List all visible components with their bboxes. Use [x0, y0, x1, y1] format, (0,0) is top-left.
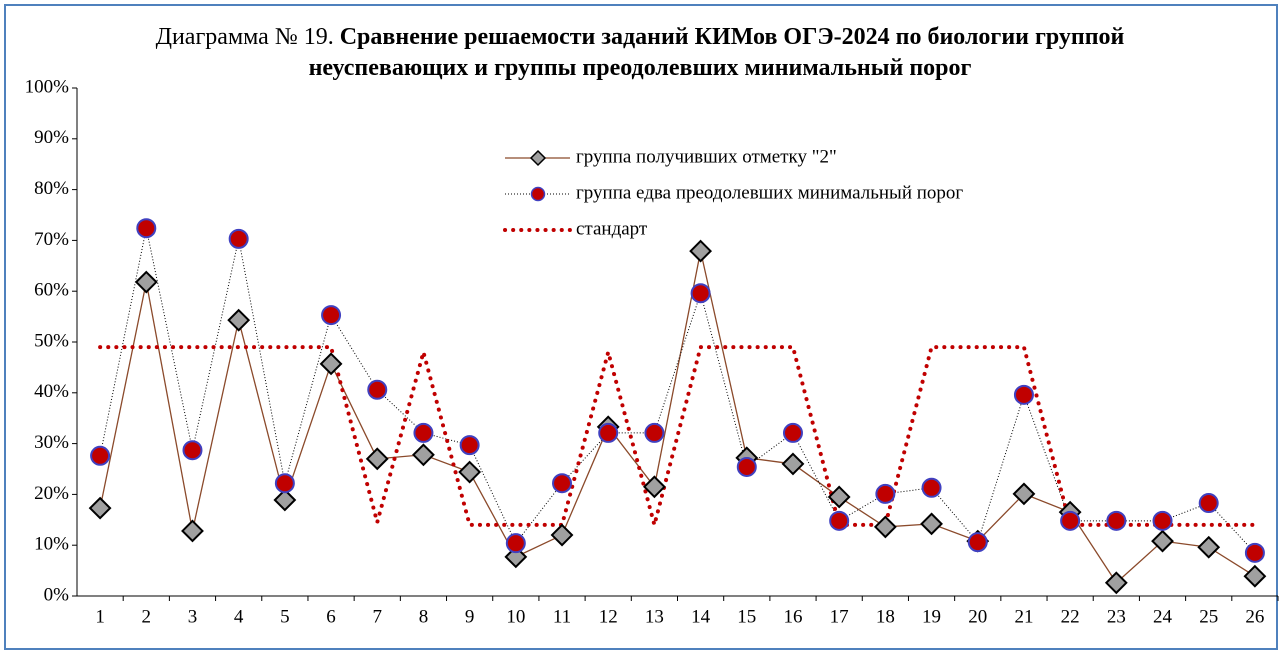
- x-tick-label: 6: [326, 606, 336, 627]
- point: [920, 512, 943, 536]
- point: [736, 456, 757, 477]
- x-tick-label: 14: [691, 606, 711, 627]
- x-tick-label: 7: [373, 606, 383, 627]
- point: [550, 523, 574, 547]
- point: [644, 422, 665, 443]
- point: [182, 440, 203, 461]
- point: [781, 452, 805, 476]
- x-tick-label: 25: [1199, 606, 1218, 627]
- x-tick-label: 15: [737, 606, 756, 627]
- y-tick-label: 80%: [34, 178, 69, 199]
- x-tick-label: 3: [188, 606, 198, 627]
- point: [413, 422, 434, 443]
- point: [321, 305, 342, 326]
- legend-marker: [530, 186, 546, 202]
- point: [367, 379, 388, 400]
- x-tick-label: 26: [1245, 606, 1264, 627]
- y-tick-label: 70%: [34, 229, 69, 250]
- point: [274, 473, 295, 494]
- chart-border: [4, 4, 1278, 650]
- point: [412, 443, 435, 467]
- point: [458, 460, 482, 484]
- point: [1197, 535, 1221, 559]
- x-tick-label: 24: [1153, 606, 1173, 627]
- x-tick-label: 13: [645, 606, 664, 627]
- point: [1244, 542, 1265, 563]
- point: [1060, 510, 1081, 531]
- x-tick-label: 5: [280, 606, 290, 627]
- x-tick-label: 10: [506, 606, 525, 627]
- point: [459, 435, 480, 456]
- point: [921, 477, 942, 498]
- point: [598, 422, 619, 443]
- point: [873, 515, 897, 539]
- y-tick-label: 10%: [34, 534, 69, 555]
- x-tick-label: 9: [465, 606, 475, 627]
- x-tick-label: 8: [419, 606, 429, 627]
- point: [136, 218, 157, 239]
- title-label: Диаграмма № 19.: [155, 24, 334, 50]
- point: [504, 545, 528, 569]
- point: [1104, 571, 1128, 595]
- point: [552, 473, 573, 494]
- point: [273, 488, 297, 512]
- x-tick-label: 17: [830, 606, 849, 627]
- point: [1151, 529, 1174, 553]
- point: [1013, 384, 1034, 405]
- x-tick-label: 20: [968, 606, 987, 627]
- point: [505, 533, 526, 554]
- x-tick-label: 4: [234, 606, 244, 627]
- point: [1198, 493, 1219, 514]
- point: [642, 475, 666, 499]
- y-tick-label: 90%: [34, 127, 69, 148]
- y-tick-label: 0%: [44, 584, 70, 605]
- legend-label: стандарт: [576, 218, 648, 239]
- chart-title: Диаграмма № 19. Сравнение решаемости зад…: [150, 22, 1130, 84]
- x-tick-label: 21: [1014, 606, 1033, 627]
- point: [1152, 510, 1173, 531]
- legend-marker: [529, 149, 547, 167]
- point: [782, 422, 803, 443]
- x-tick-label: 18: [876, 606, 895, 627]
- x-tick-label: 2: [142, 606, 152, 627]
- x-tick-label: 11: [553, 606, 571, 627]
- point: [228, 228, 249, 249]
- y-tick-label: 50%: [34, 330, 69, 351]
- point: [181, 519, 204, 543]
- point: [134, 270, 158, 294]
- y-tick-label: 20%: [34, 483, 69, 504]
- x-tick-label: 23: [1107, 606, 1126, 627]
- x-tick-label: 22: [1061, 606, 1080, 627]
- point: [690, 283, 711, 304]
- y-tick-label: 60%: [34, 280, 69, 301]
- point: [319, 352, 343, 376]
- y-tick-label: 100%: [25, 76, 70, 97]
- series-line: [98, 344, 1257, 533]
- point: [827, 485, 851, 509]
- x-tick-label: 1: [95, 606, 105, 627]
- legend-label: группа едва преодолевших минимальный пор…: [576, 182, 963, 203]
- title-text: Сравнение решаемости заданий КИМов ОГЭ-2…: [308, 24, 1125, 81]
- x-tick-label: 16: [783, 606, 802, 627]
- x-tick-label: 19: [922, 606, 941, 627]
- point: [227, 308, 251, 332]
- point: [875, 483, 896, 504]
- point: [1243, 564, 1267, 588]
- point: [689, 239, 713, 263]
- legend-label: группа получивших отметку "2": [576, 146, 837, 167]
- point: [90, 445, 111, 466]
- point: [1012, 482, 1036, 506]
- y-tick-label: 40%: [34, 381, 69, 402]
- x-tick-label: 12: [599, 606, 618, 627]
- point: [829, 510, 850, 531]
- point: [1106, 510, 1127, 531]
- y-tick-label: 30%: [34, 432, 69, 453]
- point: [88, 496, 112, 520]
- point: [967, 532, 988, 553]
- point: [365, 447, 389, 471]
